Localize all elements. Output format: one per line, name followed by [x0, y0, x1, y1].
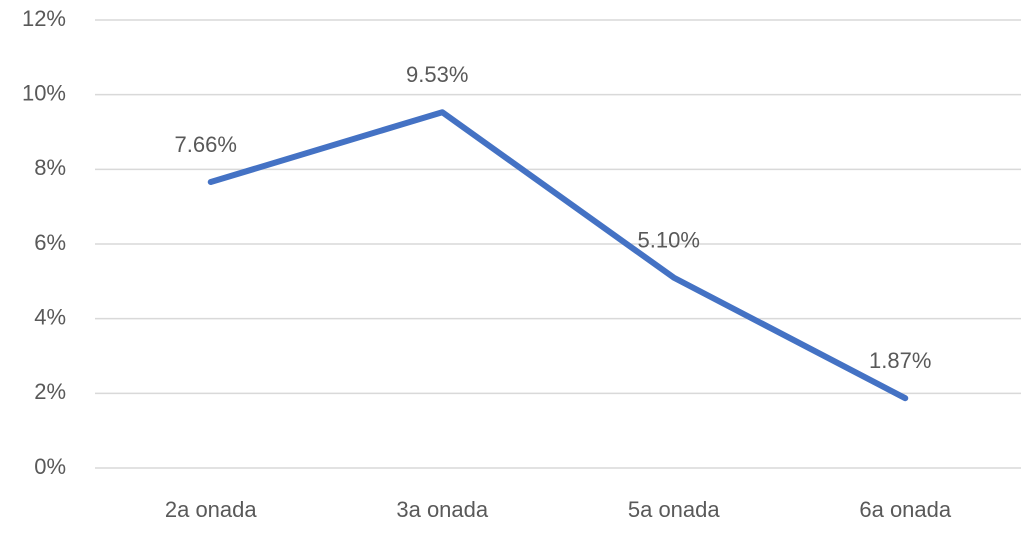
- y-tick-label: 6%: [34, 230, 66, 255]
- y-tick-label: 12%: [22, 6, 66, 31]
- y-tick-label: 10%: [22, 80, 66, 105]
- y-tick-label: 0%: [34, 454, 66, 479]
- x-tick-label: 3a onada: [396, 497, 489, 522]
- data-label: 9.53%: [406, 62, 468, 87]
- data-label: 5.10%: [638, 227, 700, 252]
- x-tick-label: 2a onada: [165, 497, 258, 522]
- x-tick-label: 5a onada: [628, 497, 721, 522]
- y-tick-label: 4%: [34, 304, 66, 329]
- data-label: 7.66%: [175, 132, 237, 157]
- data-label: 1.87%: [869, 348, 931, 373]
- y-tick-label: 2%: [34, 379, 66, 404]
- y-tick-label: 8%: [34, 155, 66, 180]
- x-tick-label: 6a onada: [859, 497, 952, 522]
- data-line: [207, 109, 909, 402]
